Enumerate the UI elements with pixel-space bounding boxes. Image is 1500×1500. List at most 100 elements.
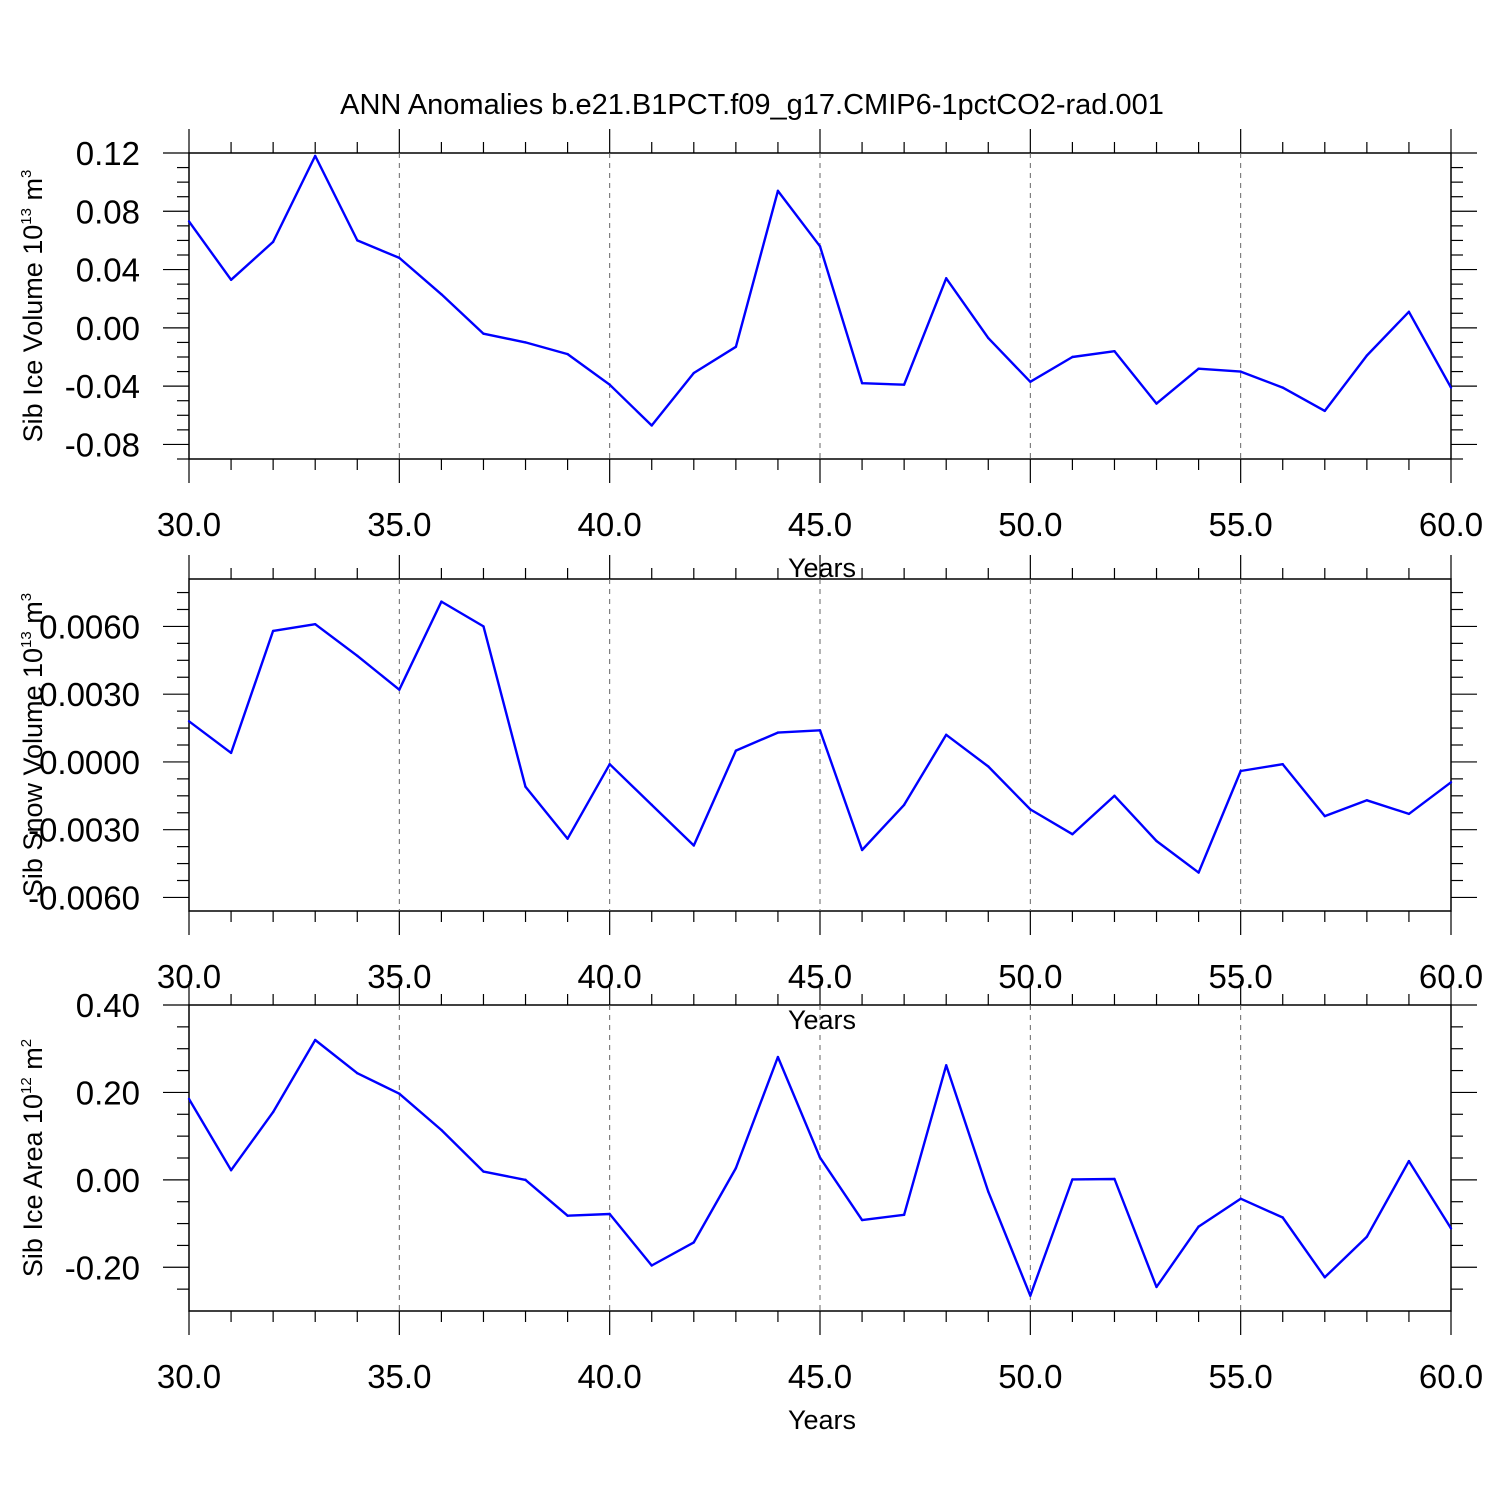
data-point — [398, 256, 401, 260]
data-point — [608, 762, 611, 766]
x-tick-label: 40.0 — [578, 506, 642, 543]
data-point — [776, 731, 780, 734]
y-tick-label: 0.0060 — [39, 608, 140, 645]
data-point — [987, 336, 990, 340]
data-point — [566, 837, 569, 840]
data-point — [650, 1264, 653, 1267]
y-axis-label: Sib Ice Area 1012 m2 — [18, 1039, 48, 1277]
data-point — [314, 622, 317, 626]
data-point — [608, 383, 611, 386]
data-point — [650, 803, 653, 807]
data-point — [314, 1038, 317, 1042]
x-tick-label: 55.0 — [1209, 1358, 1273, 1395]
x-tick-label: 50.0 — [998, 1358, 1062, 1395]
data-point — [1071, 1178, 1074, 1181]
data-point — [398, 1092, 401, 1095]
data-point — [482, 625, 485, 628]
data-point — [1155, 1285, 1158, 1289]
data-point — [187, 1097, 191, 1101]
y-axis-label: Sib Snow Volume 1013 m3 — [18, 593, 48, 897]
data-point — [902, 803, 906, 807]
data-point — [902, 383, 906, 386]
data-point — [271, 1110, 275, 1114]
data-point — [1155, 402, 1158, 405]
data-point — [734, 345, 738, 348]
data-point — [1323, 1276, 1327, 1279]
data-point — [1407, 310, 1411, 314]
data-point — [1197, 871, 1200, 874]
data-point — [650, 424, 653, 427]
data-point — [1449, 386, 1453, 389]
data-point — [1071, 355, 1074, 359]
data-point — [860, 848, 864, 852]
data-point — [692, 371, 695, 375]
data-point — [1197, 1225, 1200, 1228]
y-tick-label: 0.08 — [76, 193, 140, 230]
data-point — [1239, 370, 1242, 373]
data-point — [1365, 1235, 1369, 1238]
data-point — [440, 293, 443, 296]
data-point — [482, 332, 485, 335]
data-point — [818, 729, 822, 732]
x-axis-label: Years — [788, 553, 856, 583]
x-tick-label: 60.0 — [1419, 1358, 1483, 1395]
y-axis-label: Sib Ice Volume 1013 m3 — [18, 170, 48, 443]
x-tick-label: 50.0 — [998, 506, 1062, 543]
y-tick-label: 0.04 — [76, 252, 140, 289]
y-tick-label: 0.0030 — [39, 676, 140, 713]
data-point — [356, 239, 359, 242]
data-point — [229, 278, 233, 281]
data-point — [440, 1128, 443, 1132]
data-point — [1113, 349, 1116, 353]
y-tick-label: -0.0030 — [28, 812, 140, 849]
data-point — [1239, 1197, 1242, 1200]
data-point — [776, 189, 780, 193]
data-point — [1449, 781, 1453, 784]
x-tick-label: 45.0 — [788, 506, 852, 543]
data-point — [1281, 386, 1284, 389]
data-point — [229, 751, 233, 755]
data-point — [945, 733, 948, 737]
data-point — [608, 1212, 611, 1216]
data-point — [1155, 839, 1158, 843]
data-point — [945, 1064, 948, 1067]
data-point — [1071, 833, 1074, 836]
y-tick-label: 0.00 — [76, 1162, 140, 1199]
x-tick-label: 30.0 — [157, 506, 221, 543]
data-point — [1029, 808, 1032, 811]
data-point — [945, 277, 948, 280]
y-tick-label: 0.00 — [76, 310, 140, 347]
x-tick-label: 60.0 — [1419, 506, 1483, 543]
y-tick-label: 0.0000 — [39, 744, 140, 781]
data-point — [356, 654, 359, 657]
y-tick-label: -0.20 — [65, 1249, 140, 1286]
data-point — [692, 844, 695, 847]
data-point — [1323, 814, 1327, 818]
x-tick-label: 55.0 — [1209, 506, 1273, 543]
x-axis-label: Years — [788, 1005, 856, 1035]
data-point — [818, 245, 822, 248]
panel-3: 30.0 35.0 40.0 45.0 50.0 55.0 60.0 Years 0.40 0.2… — [18, 981, 1483, 1435]
x-tick-label: 30.0 — [157, 1358, 221, 1395]
data-point — [987, 1190, 990, 1193]
data-point — [314, 154, 317, 158]
y-tick-label: -0.08 — [65, 426, 140, 463]
data-point — [1113, 794, 1116, 798]
data-point — [1197, 367, 1200, 370]
data-point — [1323, 409, 1327, 413]
x-tick-label: 45.0 — [788, 1358, 852, 1395]
y-tick-label: 0.12 — [76, 135, 140, 172]
data-point — [734, 1166, 738, 1170]
y-tick-label: 0.40 — [76, 987, 140, 1024]
data-point — [187, 720, 191, 723]
data-point — [229, 1169, 233, 1172]
data-point — [398, 688, 401, 691]
data-point — [271, 629, 275, 633]
data-point — [987, 765, 990, 768]
data-point — [566, 1214, 569, 1217]
data-point — [1449, 1227, 1453, 1230]
data-point — [524, 1178, 527, 1182]
data-point — [902, 1213, 906, 1217]
data-point — [524, 785, 527, 788]
